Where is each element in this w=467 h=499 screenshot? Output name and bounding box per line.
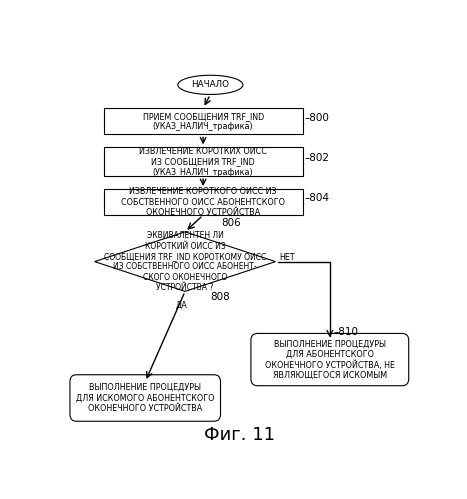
Ellipse shape <box>178 75 243 94</box>
FancyBboxPatch shape <box>70 375 220 421</box>
Text: 808: 808 <box>210 292 230 302</box>
Text: ИЗВЛЕЧЕНИЕ КОРОТКИХ ОИСС
ИЗ СООБЩЕНИЯ TRF_IND
(УКАЗ_НАЛИЧ_трафика): ИЗВЛЕЧЕНИЕ КОРОТКИХ ОИСС ИЗ СООБЩЕНИЯ TR… <box>139 147 267 177</box>
Text: ЭКВИВАЛЕНТЕН ЛИ
КОРОТКИЙ ОИСС ИЗ
СООБЩЕНИЯ TRF_IND КОРОТКОМУ ОИСС
ИЗ СОБСТВЕННОГ: ЭКВИВАЛЕНТЕН ЛИ КОРОТКИЙ ОИСС ИЗ СООБЩЕН… <box>104 231 266 292</box>
Text: ИЗВЛЕЧЕНИЕ КОРОТКОГО ОИСС ИЗ
СОБСТВЕННОГО ОИСС АБОНЕНТСКОГО
ОКОНЕЧНОГО УСТРОЙСТВ: ИЗВЛЕЧЕНИЕ КОРОТКОГО ОИСС ИЗ СОБСТВЕННОГ… <box>121 187 285 217</box>
Text: –800: –800 <box>304 112 329 123</box>
Text: ВЫПОЛНЕНИЕ ПРОЦЕДУРЫ
ДЛЯ ИСКОМОГО АБОНЕНТСКОГО
ОКОНЕЧНОГО УСТРОЙСТВА: ВЫПОЛНЕНИЕ ПРОЦЕДУРЫ ДЛЯ ИСКОМОГО АБОНЕН… <box>76 383 214 413</box>
Text: ПРИЕМ СООБЩЕНИЯ TRF_IND
(УКАЗ_НАЛИЧ_трафика): ПРИЕМ СООБЩЕНИЯ TRF_IND (УКАЗ_НАЛИЧ_траф… <box>142 112 264 131</box>
FancyBboxPatch shape <box>251 333 409 386</box>
Text: НАЧАЛО: НАЧАЛО <box>191 80 229 89</box>
Text: –802: –802 <box>304 153 330 163</box>
Text: –804: –804 <box>304 193 330 203</box>
Text: ВЫПОЛНЕНИЕ ПРОЦЕДУРЫ
ДЛЯ АБОНЕНТСКОГО
ОКОНЕЧНОГО УСТРОЙСТВА, НЕ
ЯВЛЯЮЩЕГОСЯ ИСКО: ВЫПОЛНЕНИЕ ПРОЦЕДУРЫ ДЛЯ АБОНЕНТСКОГО ОК… <box>265 339 395 380</box>
Text: 806: 806 <box>221 218 241 228</box>
Text: НЕТ: НЕТ <box>279 253 295 262</box>
FancyBboxPatch shape <box>104 147 303 176</box>
Text: Фиг. 11: Фиг. 11 <box>204 426 275 444</box>
Text: –810: –810 <box>333 326 359 336</box>
FancyBboxPatch shape <box>104 189 303 215</box>
Text: ДА: ДА <box>176 301 187 310</box>
FancyBboxPatch shape <box>104 108 303 134</box>
Polygon shape <box>94 232 276 291</box>
